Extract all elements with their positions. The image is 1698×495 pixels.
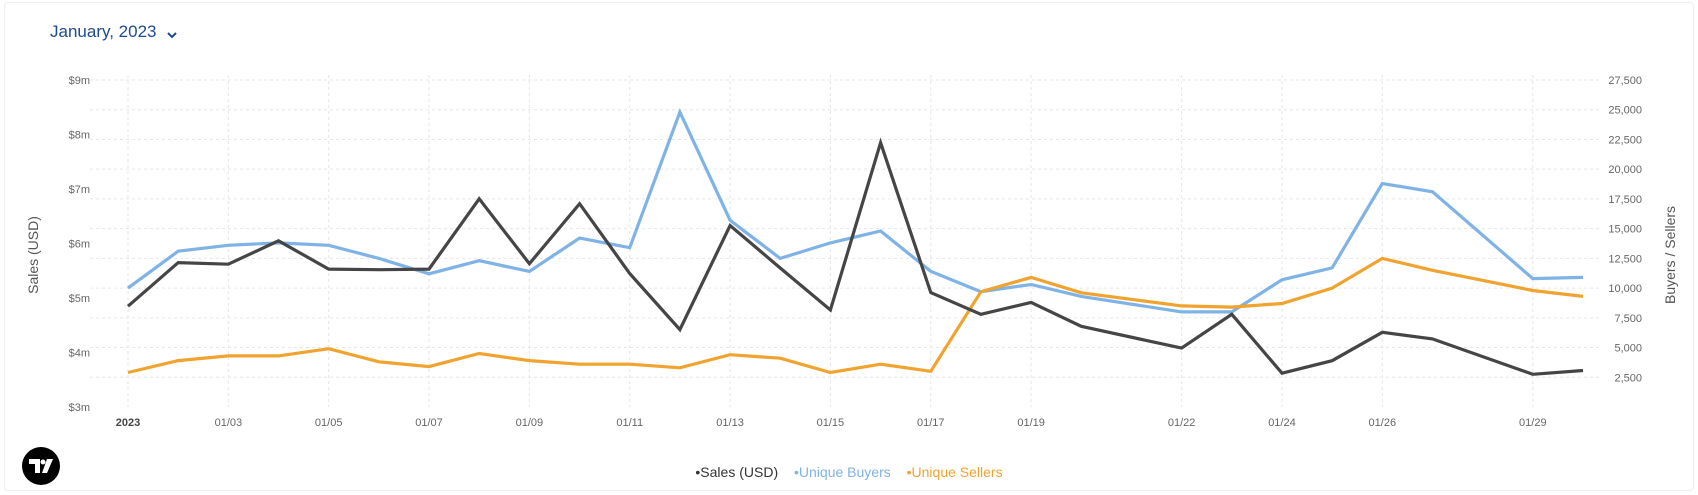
- grid-lines: [90, 75, 1600, 407]
- right-tick-label: 15,000: [1608, 224, 1642, 236]
- right-tick-label: 2,500: [1614, 372, 1642, 384]
- x-tick-label: 01/15: [817, 417, 845, 429]
- right-tick-label: 17,500: [1608, 194, 1642, 206]
- x-tick-label: 01/13: [716, 417, 744, 429]
- right-tick-label: 5,000: [1614, 343, 1642, 355]
- x-tick-label: 01/03: [215, 417, 243, 429]
- right-tick-label: 12,500: [1608, 253, 1642, 265]
- buyers-line[interactable]: [127, 107, 1584, 314]
- left-tick-label: $4m: [69, 348, 90, 360]
- left-tick-label: $9m: [69, 75, 90, 87]
- sales-line[interactable]: [126, 137, 1584, 376]
- right-tick-label: 10,000: [1608, 283, 1642, 295]
- left-tick-label: $5m: [69, 293, 90, 305]
- right-tick-label: 22,500: [1608, 134, 1642, 146]
- x-tick-label: 01/29: [1519, 417, 1547, 429]
- x-tick-label: 01/07: [415, 417, 443, 429]
- left-tick-label: $6m: [69, 239, 90, 251]
- tradingview-logo-icon: [22, 447, 60, 485]
- series-layer: [126, 107, 1584, 376]
- legend-item-sales[interactable]: •Sales (USD): [695, 464, 779, 480]
- month-label: January, 2023: [50, 22, 157, 41]
- left-axis-title: Sales (USD): [25, 216, 41, 294]
- x-tick-label: 01/09: [516, 417, 544, 429]
- x-tick-label: 01/11: [616, 417, 643, 429]
- right-tick-label: 7,500: [1614, 313, 1642, 325]
- sellers-line[interactable]: [127, 256, 1584, 375]
- x-axis-ticks: 2023 01/03 01/05 01/07 01/09 01/11 01/13 01/15 0…: [116, 417, 1547, 429]
- legend: •Sales (USD) •Unique Buyers •Unique Sell…: [0, 464, 1698, 480]
- right-tick-label: 20,000: [1608, 164, 1642, 176]
- month-selector[interactable]: January, 2023: [50, 22, 178, 42]
- chevron-down-icon: [166, 26, 178, 39]
- left-tick-label: $3m: [69, 402, 90, 414]
- x-tick-label: 01/19: [1017, 417, 1045, 429]
- x-tick-label: 01/22: [1168, 417, 1196, 429]
- right-tick-label: 25,000: [1608, 105, 1642, 117]
- x-tick-label: 01/05: [315, 417, 343, 429]
- x-tick-label: 01/26: [1369, 417, 1397, 429]
- right-axis-ticks: 2,500 5,000 7,500 10,000 12,500 15,000 17,500 2…: [1608, 75, 1642, 384]
- x-tick-label: 01/17: [917, 417, 945, 429]
- x-tick-label: 01/24: [1268, 417, 1296, 429]
- left-tick-label: $8m: [69, 130, 90, 142]
- left-tick-label: $7m: [69, 184, 90, 196]
- x-tick-label: 2023: [116, 417, 140, 429]
- right-axis-title: Buyers / Sellers: [1662, 206, 1678, 304]
- left-axis-ticks: $3m $4m $5m $6m $7m $8m $9m: [69, 75, 90, 414]
- legend-item-sellers[interactable]: •Unique Sellers: [906, 464, 1003, 480]
- right-tick-label: 27,500: [1608, 75, 1642, 87]
- legend-item-buyers[interactable]: •Unique Buyers: [794, 464, 891, 480]
